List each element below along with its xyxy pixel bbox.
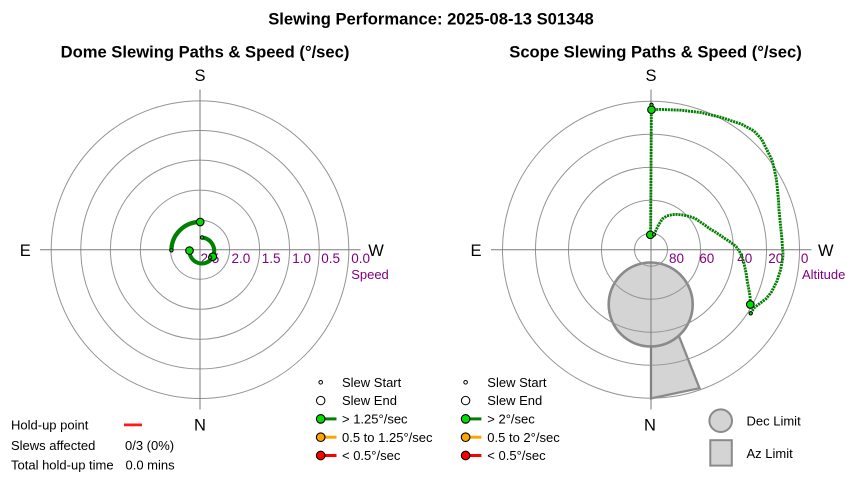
svg-text:S: S — [194, 67, 205, 85]
svg-text:E: E — [470, 242, 481, 260]
svg-text:Hold-up point: Hold-up point — [11, 418, 89, 433]
svg-text:W: W — [818, 242, 834, 260]
svg-text:Dome Slewing Paths & Speed (°/: Dome Slewing Paths & Speed (°/sec) — [61, 43, 350, 62]
svg-text:1.5: 1.5 — [262, 251, 281, 266]
svg-text:Total hold-up time: Total hold-up time — [11, 458, 114, 473]
svg-text:Slew Start: Slew Start — [487, 375, 547, 390]
svg-text:Altitude: Altitude — [802, 267, 845, 282]
svg-text:0/3 (0%): 0/3 (0%) — [125, 438, 174, 453]
svg-text:0.5 to 1.25°/sec: 0.5 to 1.25°/sec — [342, 430, 433, 445]
svg-text:S: S — [645, 67, 656, 85]
svg-text:0.5 to 2°/sec: 0.5 to 2°/sec — [487, 430, 560, 445]
svg-text:0: 0 — [801, 251, 809, 266]
svg-text:60: 60 — [699, 251, 714, 266]
svg-text:< 0.5°/sec: < 0.5°/sec — [487, 448, 546, 463]
svg-text:Speed: Speed — [351, 267, 389, 282]
svg-text:Slew Start: Slew Start — [342, 375, 402, 390]
svg-text:Slew End: Slew End — [342, 393, 397, 408]
svg-text:> 2°/sec: > 2°/sec — [487, 412, 535, 427]
svg-text:Dec Limit: Dec Limit — [747, 413, 802, 428]
svg-text:80: 80 — [669, 251, 684, 266]
svg-text:W: W — [368, 242, 384, 260]
svg-text:1.0: 1.0 — [292, 251, 311, 266]
svg-text:0.0: 0.0 — [351, 251, 370, 266]
svg-text:> 1.25°/sec: > 1.25°/sec — [342, 412, 408, 427]
svg-text:N: N — [194, 416, 206, 434]
svg-text:Scope Slewing Paths & Speed (°: Scope Slewing Paths & Speed (°/sec) — [509, 43, 802, 62]
svg-text:Slews affected: Slews affected — [11, 438, 95, 453]
svg-text:Slew End: Slew End — [487, 393, 542, 408]
svg-text:0.0 mins: 0.0 mins — [126, 458, 176, 473]
svg-text:N: N — [644, 416, 656, 434]
svg-text:< 0.5°/sec: < 0.5°/sec — [342, 448, 401, 463]
svg-text:0.5: 0.5 — [321, 251, 340, 266]
svg-text:2.0: 2.0 — [232, 251, 251, 266]
svg-text:Az Limit: Az Limit — [747, 446, 794, 461]
svg-text:Slewing Performance: 2025-08-1: Slewing Performance: 2025-08-13 S01348 — [268, 10, 594, 29]
svg-text:E: E — [20, 242, 31, 260]
svg-text:20: 20 — [768, 251, 783, 266]
